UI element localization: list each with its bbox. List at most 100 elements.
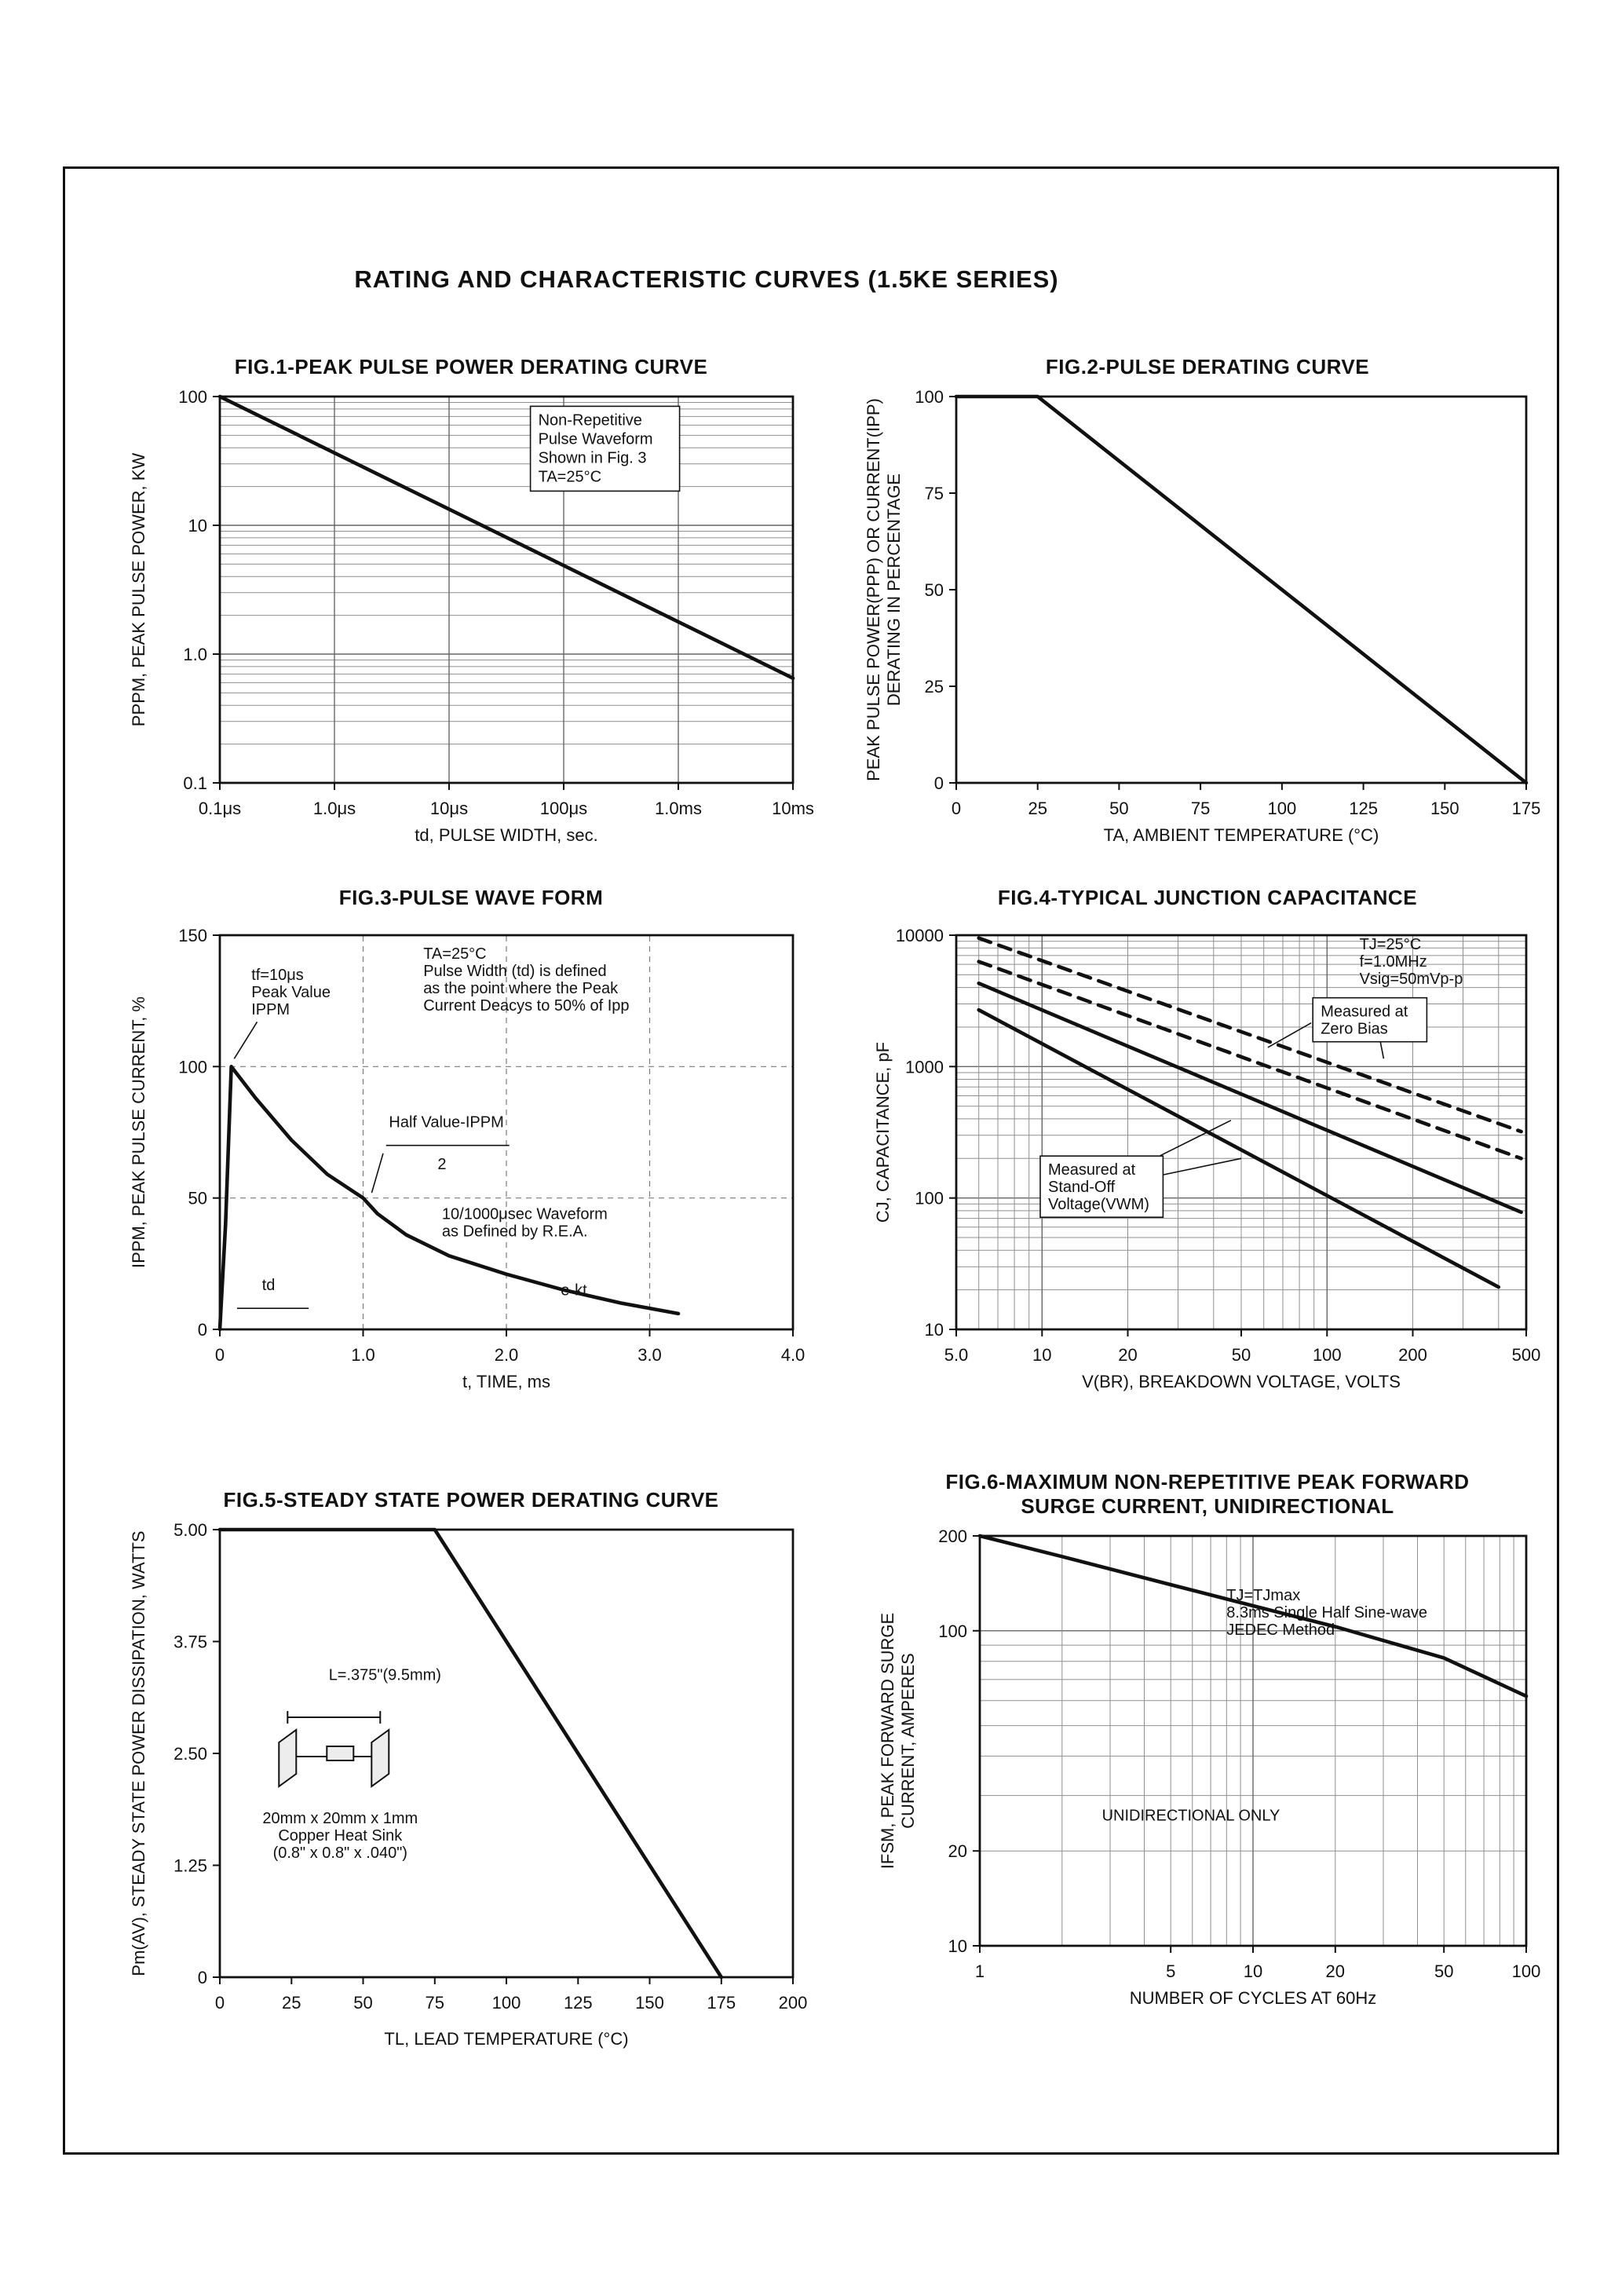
- svg-text:10000: 10000: [896, 926, 944, 945]
- svg-text:2.0: 2.0: [495, 1345, 519, 1365]
- svg-text:0: 0: [198, 1968, 207, 1987]
- svg-text:10: 10: [1032, 1345, 1051, 1365]
- svg-text:5.0: 5.0: [944, 1345, 969, 1365]
- svg-text:0: 0: [215, 1993, 225, 2013]
- svg-text:200: 200: [938, 1526, 967, 1546]
- svg-text:2: 2: [437, 1156, 446, 1173]
- svg-text:50: 50: [353, 1993, 372, 2013]
- figure-1: FIG.1-PEAK PULSE POWER DERATING CURVE 0.…: [118, 355, 824, 861]
- pulse-waveform-series: [217, 1065, 681, 1332]
- svg-text:Pm(AV), STEADY STATE POWER DIS: Pm(AV), STEADY STATE POWER DISSIPATION, …: [129, 1530, 148, 1976]
- svg-text:100: 100: [178, 1057, 207, 1077]
- svg-text:0.1μs: 0.1μs: [199, 799, 241, 818]
- svg-text:125: 125: [564, 1993, 593, 2013]
- svg-text:10: 10: [188, 516, 207, 536]
- figure-4-title: FIG.4-TYPICAL JUNCTION CAPACITANCE: [997, 886, 1418, 909]
- svg-text:75: 75: [426, 1993, 444, 2013]
- svg-text:100μs: 100μs: [540, 799, 587, 818]
- svg-text:50: 50: [1434, 1961, 1453, 1981]
- svg-text:150: 150: [635, 1993, 664, 2013]
- svg-text:1.25: 1.25: [174, 1856, 207, 1876]
- svg-text:NUMBER OF CYCLES AT 60Hz: NUMBER OF CYCLES AT 60Hz: [1130, 1988, 1377, 2008]
- zero-bias-upper-series: [977, 936, 1523, 1134]
- fig5-svg: 0 25 50 75 100 125 150 175 200 0 1.25 2.50 3.75 5.00 T…: [129, 1520, 808, 2049]
- svg-text:0.1: 0.1: [183, 773, 207, 793]
- figure-5: FIG.5-STEADY STATE POWER DERATING CURVE …: [118, 1488, 824, 2065]
- figure-6-title: FIG.6-MAXIMUM NON-REPETITIVE PEAK FORWAR…: [945, 1470, 1470, 1518]
- svg-text:3.0: 3.0: [637, 1345, 662, 1365]
- svg-text:4.0: 4.0: [781, 1345, 806, 1365]
- svg-text:PEAK PULSE POWER(PPP) OR CURRE: PEAK PULSE POWER(PPP) OR CURRENT(IPP)DER…: [864, 398, 904, 781]
- figure-2-plot: 0 25 50 75 100 125 150 175 0 25 50 75 100 TA, AMBIENT…: [862, 382, 1553, 861]
- svg-text:IFSM, PEAK FORWARD SURGECURREN: IFSM, PEAK FORWARD SURGECURRENT, AMPERES: [878, 1613, 918, 1869]
- svg-text:10ms: 10ms: [772, 799, 814, 818]
- figure-1-plot: 0.1μs 1.0μs 10μs 100μs 1.0ms 10ms 0.1 1.0 10 100 t…: [118, 382, 824, 861]
- stand-off-upper-series: [977, 982, 1523, 1215]
- svg-text:Half Value-IPPM: Half Value-IPPM: [389, 1113, 503, 1131]
- svg-text:1000: 1000: [905, 1057, 944, 1077]
- fig6-svg: 1 5 10 20 50 100 10 20 100 200 NUMBER OF CYCLES AT…: [878, 1526, 1541, 2008]
- svg-text:TL, LEAD TEMPERATURE (°C): TL, LEAD TEMPERATURE (°C): [384, 2029, 628, 2049]
- svg-text:5.00: 5.00: [174, 1520, 207, 1540]
- svg-text:TA, AMBIENT TEMPERATURE (°C): TA, AMBIENT TEMPERATURE (°C): [1104, 825, 1379, 845]
- svg-text:100: 100: [1512, 1961, 1541, 1981]
- figure-5-title: FIG.5-STEADY STATE POWER DERATING CURVE: [223, 1488, 719, 1512]
- stand-off-lower-series: [977, 1007, 1501, 1289]
- svg-text:3.75: 3.75: [174, 1632, 207, 1652]
- svg-text:25: 25: [925, 677, 944, 696]
- svg-text:200: 200: [1398, 1345, 1427, 1365]
- zero-bias-lower-series: [977, 960, 1523, 1161]
- svg-text:500: 500: [1512, 1345, 1541, 1365]
- svg-text:100: 100: [492, 1993, 521, 2013]
- figure-1-title: FIG.1-PEAK PULSE POWER DERATING CURVE: [234, 355, 708, 378]
- figure-4-plot: 5.0 10 20 50 100 200 500 10 100 1000 10000 V(BR), B…: [862, 913, 1553, 1408]
- figure-2: FIG.2-PULSE DERATING CURVE 0 25 50 75 100 125…: [862, 355, 1553, 861]
- page-title: RATING AND CHARACTERISTIC CURVES (1.5KE …: [354, 265, 1059, 293]
- svg-text:10μs: 10μs: [430, 799, 468, 818]
- figure-6-plot: 1 5 10 20 50 100 10 20 100 200 NUMBER OF CYCLES AT…: [862, 1522, 1553, 2024]
- svg-text:125: 125: [1349, 799, 1378, 818]
- figure-3-title: FIG.3-PULSE WAVE FORM: [338, 886, 604, 909]
- svg-text:20: 20: [1118, 1345, 1137, 1365]
- svg-text:100: 100: [1268, 799, 1297, 818]
- svg-text:100: 100: [178, 387, 207, 407]
- svg-text:50: 50: [925, 580, 944, 600]
- svg-text:5: 5: [1166, 1961, 1175, 1981]
- figure-3-plot: 0 1.0 2.0 3.0 4.0 0 50 100 150 t, TIME, ms IPPM, P…: [118, 913, 824, 1408]
- svg-text:25: 25: [1028, 799, 1047, 818]
- svg-text:75: 75: [925, 484, 944, 503]
- svg-text:IPPM, PEAK PULSE CURRENT, %: IPPM, PEAK PULSE CURRENT, %: [129, 996, 148, 1268]
- svg-text:V(BR), BREAKDOWN VOLTAGE, VOLT: V(BR), BREAKDOWN VOLTAGE, VOLTS: [1082, 1372, 1401, 1391]
- svg-text:100: 100: [938, 1621, 967, 1641]
- peak-pulse-power-derating-series: [217, 394, 795, 681]
- svg-text:20: 20: [948, 1841, 967, 1861]
- svg-text:10: 10: [948, 1936, 967, 1956]
- figure-5-plot: 0 25 50 75 100 125 150 175 200 0 1.25 2.50 3.75 5.00 T…: [118, 1515, 824, 2065]
- svg-text:50: 50: [1232, 1345, 1251, 1365]
- svg-text:175: 175: [707, 1993, 736, 2013]
- svg-text:200: 200: [779, 1993, 808, 2013]
- svg-text:1.0: 1.0: [183, 645, 207, 664]
- svg-text:0: 0: [198, 1320, 207, 1340]
- svg-text:td, PULSE WIDTH, sec.: td, PULSE WIDTH, sec.: [415, 825, 598, 845]
- svg-text:CJ, CAPACITANCE, pF: CJ, CAPACITANCE, pF: [873, 1042, 893, 1223]
- fig1-svg: 0.1μs 1.0μs 10μs 100μs 1.0ms 10ms 0.1 1.0 10 100 t…: [129, 387, 814, 845]
- svg-text:50: 50: [1109, 799, 1128, 818]
- svg-text:50: 50: [188, 1189, 207, 1208]
- figure-3: FIG.3-PULSE WAVE FORM 0 1.0 2.0 3.0 4.0 0 50 10…: [118, 886, 824, 1408]
- svg-text:25: 25: [282, 1993, 301, 2013]
- peak-forward-surge-current-series: [977, 1534, 1529, 1698]
- svg-text:PPPM, PEAK PULSE POWER, KW: PPPM, PEAK PULSE POWER, KW: [129, 453, 148, 727]
- svg-text:1: 1: [975, 1961, 985, 1981]
- pulse-derating-series: [954, 394, 1529, 785]
- svg-text:1.0: 1.0: [351, 1345, 375, 1365]
- figure-6: FIG.6-MAXIMUM NON-REPETITIVE PEAK FORWAR…: [862, 1470, 1553, 2024]
- svg-text:100: 100: [1313, 1345, 1342, 1365]
